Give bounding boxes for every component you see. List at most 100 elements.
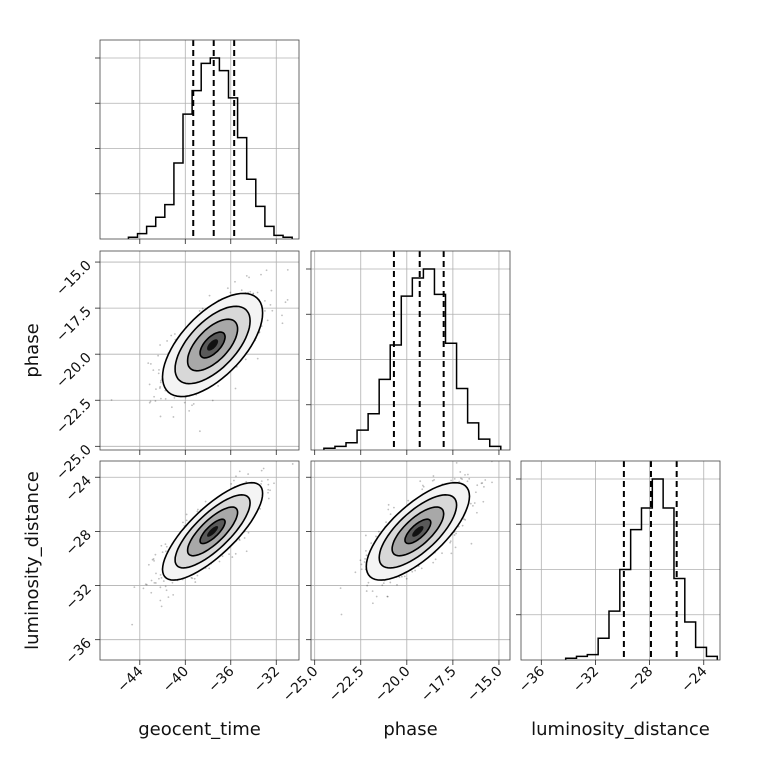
sample-point (363, 561, 366, 563)
sample-point (393, 506, 395, 509)
sample-point (270, 289, 273, 292)
contour-line (161, 292, 264, 398)
y-tick-label: −15.0 (53, 258, 95, 300)
sample-point (468, 477, 471, 480)
sample-point (364, 534, 367, 537)
sample-point (153, 582, 156, 584)
panel-frame (99, 460, 300, 661)
sample-point (159, 387, 161, 389)
sample-point (365, 554, 368, 557)
density-luminosity_distance-phase (339, 461, 493, 616)
x-axis-label-phase: phase (383, 719, 437, 740)
sample-point (152, 369, 155, 372)
sample-point (414, 569, 417, 572)
sample-point (422, 485, 425, 488)
x-tick-label: −40 (160, 664, 192, 696)
sample-point (184, 396, 187, 399)
sample-point (472, 504, 474, 507)
sample-point (233, 479, 235, 482)
sample-point (157, 372, 160, 375)
panel-frame (520, 460, 721, 661)
x-tick-label: −32 (251, 664, 283, 696)
sample-point (267, 491, 269, 494)
sample-point (377, 530, 380, 533)
sample-point (185, 513, 188, 516)
contour-line (174, 305, 251, 385)
sample-point (387, 503, 390, 506)
histogram-phase (323, 268, 502, 450)
sample-point (154, 582, 157, 584)
sample-point (243, 537, 246, 539)
x-axis-label-geocent_time: geocent_time (138, 719, 261, 740)
sample-point (469, 502, 472, 505)
sample-point (159, 381, 162, 384)
sample-point (260, 480, 263, 483)
sample-point (166, 340, 168, 342)
sample-point (421, 484, 424, 487)
sample-point (491, 481, 493, 484)
sample-point (192, 403, 195, 405)
contour-line (391, 506, 445, 557)
sample-point (154, 400, 157, 402)
sample-point (208, 294, 211, 297)
panel-luminosity_distance-vs-geocent_time: −44 −40 −36 −32−36−32−28−24 (63, 447, 300, 696)
sample-point (167, 596, 170, 599)
sample-point (375, 535, 377, 538)
sample-point (462, 518, 465, 520)
sample-point (370, 542, 373, 545)
contour-line (161, 481, 264, 581)
sample-point (340, 613, 343, 616)
sample-point (161, 551, 164, 554)
sample-point (281, 314, 283, 317)
sample-point (284, 301, 287, 304)
sample-point (400, 575, 403, 578)
sample-point (148, 401, 151, 404)
sample-point (217, 385, 220, 387)
sample-point (245, 480, 248, 483)
sample-point (133, 586, 136, 589)
sample-point (193, 577, 196, 580)
sample-point (367, 581, 370, 584)
sample-point (170, 406, 173, 409)
sample-point (459, 471, 462, 473)
sample-point (267, 483, 270, 486)
sample-point (262, 467, 265, 470)
sample-point (198, 430, 201, 433)
sample-point (433, 479, 436, 481)
density-peak (412, 526, 424, 537)
sample-point (253, 447, 255, 449)
sample-point (455, 532, 457, 535)
sample-point (264, 310, 266, 312)
panel-phase-vs-geocent_time: −25.0−22.5−20.0−17.5−15.0 (53, 250, 300, 483)
contour-line (404, 518, 432, 545)
contour-line (174, 493, 251, 569)
sample-point (461, 478, 463, 480)
sample-point (238, 470, 241, 473)
sample-point (411, 570, 414, 573)
sample-point (453, 477, 456, 480)
sample-point (364, 558, 367, 560)
panel-frame (99, 250, 300, 451)
sample-point (476, 484, 479, 487)
sample-point (208, 567, 211, 570)
panel-phase-vs-phase (306, 250, 511, 455)
sample-point (170, 334, 173, 337)
sample-point (421, 488, 424, 491)
sample-point (420, 567, 423, 570)
sample-point (441, 552, 443, 555)
sample-point (405, 577, 408, 580)
sample-point (245, 274, 248, 277)
sample-point (419, 480, 422, 483)
y-axis-label-phase: phase (22, 323, 43, 377)
sample-point (159, 586, 162, 589)
sample-point (269, 303, 272, 306)
sample-point (484, 479, 487, 481)
sample-point (197, 508, 199, 511)
sample-point (273, 482, 275, 485)
sample-point (221, 555, 224, 558)
sample-point (154, 553, 157, 556)
sample-point (264, 299, 266, 302)
sample-point (149, 363, 152, 365)
sample-point (160, 397, 162, 400)
sample-point (375, 595, 378, 598)
